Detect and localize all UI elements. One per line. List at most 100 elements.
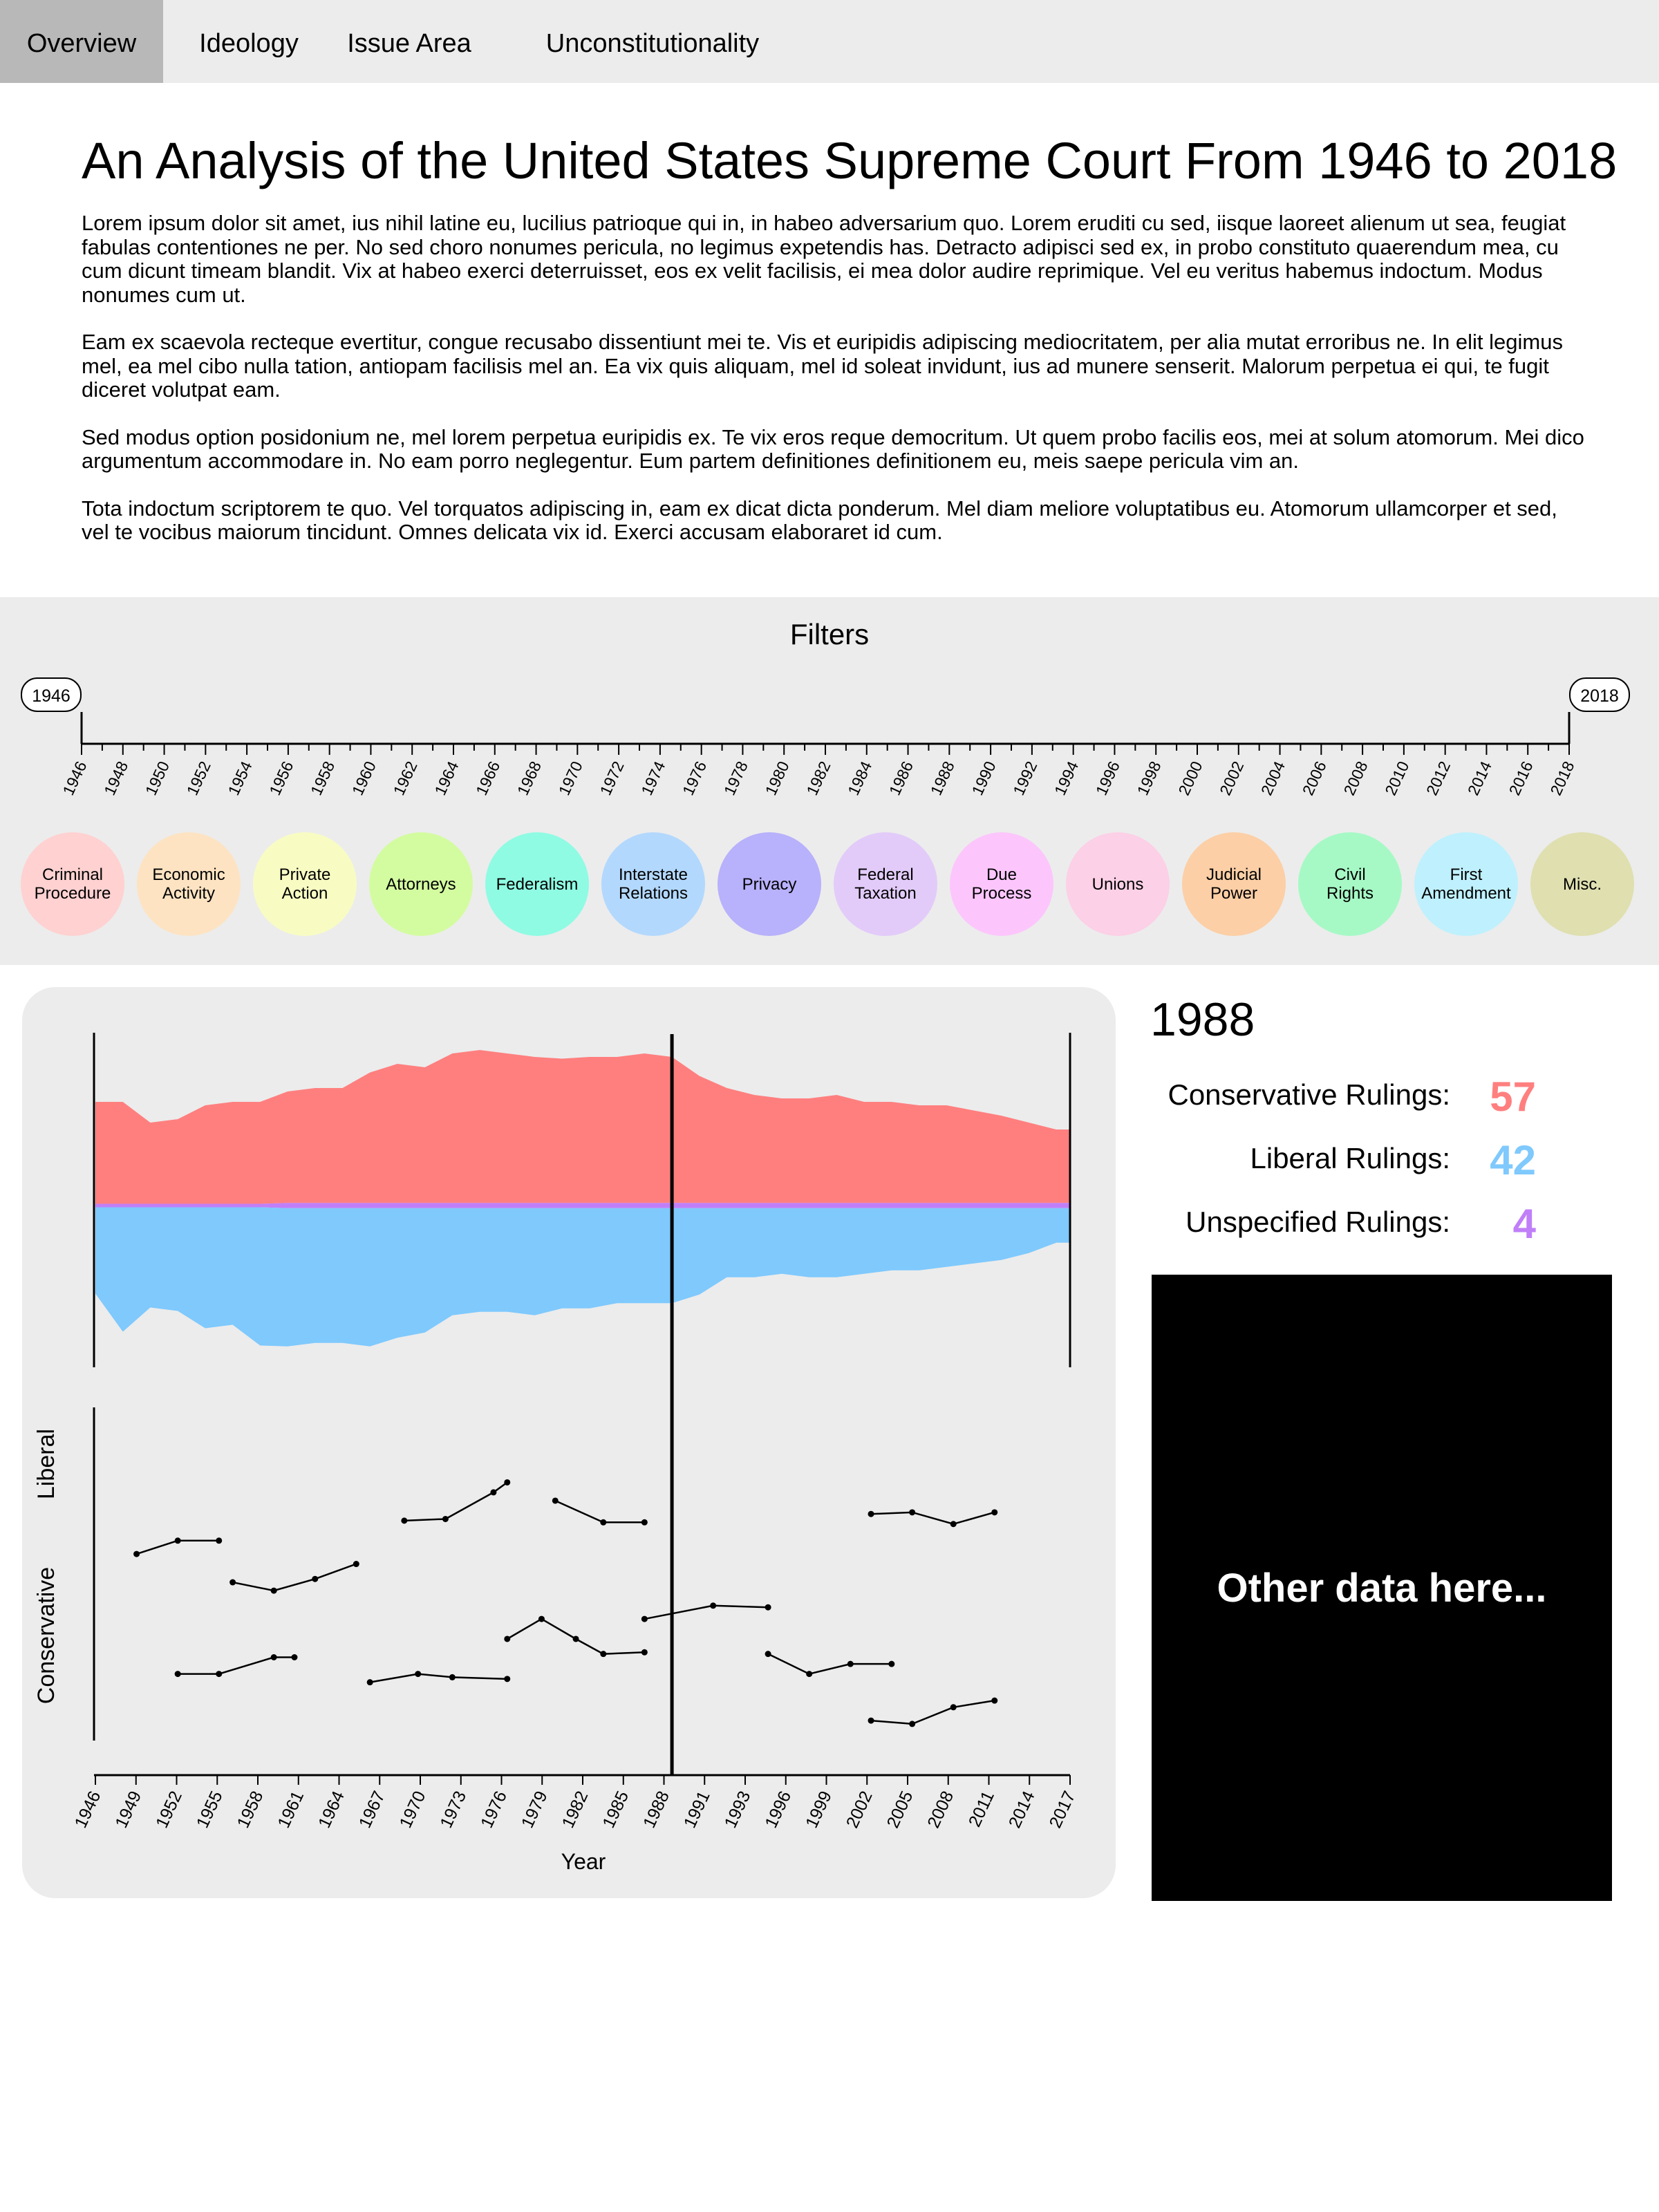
- justice-point: [504, 1635, 511, 1642]
- justice-point: [174, 1537, 181, 1544]
- justice-point: [504, 1676, 511, 1683]
- justice-point: [991, 1697, 998, 1704]
- chart-panel: Liberal Conservative 1946 1949 1952 1955 1958 1…: [22, 987, 1116, 1898]
- issue-filter-privacy[interactable]: Privacy: [718, 832, 821, 936]
- x-tick-label: 1982: [559, 1788, 592, 1831]
- justice-point: [401, 1517, 408, 1524]
- timeline-tick-label: 2014: [1464, 758, 1495, 798]
- justice-point: [415, 1671, 422, 1678]
- x-tick-label: 2014: [1005, 1788, 1039, 1831]
- x-tick-label: 1985: [599, 1788, 632, 1831]
- timeline-tick-label: 1946: [59, 758, 90, 798]
- justice-point: [600, 1651, 607, 1658]
- x-tick-label: 2011: [965, 1788, 998, 1830]
- timeline-tick-label: 1978: [720, 758, 751, 798]
- x-tick-label: 1996: [761, 1788, 795, 1831]
- timeline-tick-label: 1950: [142, 758, 173, 798]
- tab-issue-area[interactable]: Issue Area: [347, 29, 471, 58]
- tab-unconstitutionality[interactable]: Unconstitutionality: [545, 29, 760, 58]
- issue-filter-federalism[interactable]: Federalism: [485, 832, 589, 936]
- issue-filter-attorneys[interactable]: Attorneys: [369, 832, 473, 936]
- issue-filter-judicial-power[interactable]: Judicial Power: [1182, 832, 1286, 936]
- issue-filter-interstate-relations[interactable]: Interstate Relations: [601, 832, 705, 936]
- x-tick-label: 2008: [924, 1788, 957, 1831]
- issue-filter-label: Privacy: [742, 874, 797, 894]
- justice-point: [950, 1521, 957, 1528]
- x-tick-label: 1967: [355, 1788, 389, 1831]
- justice-point: [442, 1515, 449, 1522]
- end-year-handle[interactable]: 2018: [1569, 677, 1630, 712]
- issue-filter-label: Private Action: [279, 865, 331, 903]
- timeline-tick-label: 1976: [679, 758, 710, 798]
- justice-point: [270, 1654, 277, 1660]
- filters-panel: Filters 1946 1948 1950 1952 1954 1956 1958 1960…: [0, 597, 1659, 965]
- liberal-rulings-value: 42: [1490, 1137, 1536, 1183]
- justice-point: [291, 1654, 298, 1660]
- intro-paragraph: Lorem ipsum dolor sit amet, ius nihil la…: [82, 211, 1566, 307]
- timeline-tick-label: 1998: [1134, 758, 1165, 798]
- tab-overview[interactable]: Overview: [0, 0, 163, 83]
- x-tick-label: 1991: [680, 1788, 714, 1831]
- justice-point: [868, 1717, 874, 1724]
- x-tick-label: 1946: [71, 1788, 105, 1831]
- issue-filter-label: Judicial Power: [1206, 865, 1262, 903]
- issue-filter-label: Misc.: [1563, 874, 1602, 894]
- timeline-tick-label: 2002: [1216, 758, 1247, 798]
- year-range-slider[interactable]: 1946 1948 1950 1952 1954 1956 1958 1960 1962 1964…: [0, 597, 1659, 832]
- tab-ideology[interactable]: Ideology: [199, 29, 299, 58]
- x-tick-label: 1949: [111, 1788, 145, 1831]
- x-axis-title: Year: [561, 1849, 606, 1874]
- intro-paragraph: Tota indoctum scriptorem te quo. Vel tor…: [82, 496, 1557, 544]
- x-tick-label: 1988: [639, 1788, 673, 1831]
- justice-point: [490, 1489, 497, 1496]
- x-tick-label: 2005: [883, 1788, 917, 1831]
- x-tick-label: 1958: [234, 1788, 268, 1831]
- justice-line: [870, 1699, 995, 1725]
- conservative-rulings-label: Conservative Rulings:: [1168, 1078, 1450, 1111]
- issue-filter-due-process[interactable]: Due Process: [950, 832, 1053, 936]
- timeline-tick-label: 2016: [1506, 758, 1537, 798]
- timeline-tick-label: 2010: [1381, 758, 1412, 798]
- top-nav: Overview Ideology Issue Area Unconstitut…: [0, 0, 1659, 83]
- x-tick-label: 1999: [802, 1788, 836, 1831]
- justice-line: [369, 1673, 507, 1683]
- issue-filter-private-action[interactable]: Private Action: [253, 832, 357, 936]
- x-tick-label: 2002: [843, 1788, 877, 1831]
- justice-point: [504, 1479, 511, 1485]
- justice-point: [641, 1615, 648, 1622]
- justice-point: [133, 1550, 140, 1557]
- justice-point: [868, 1510, 874, 1517]
- x-tick-label: 1993: [721, 1788, 755, 1831]
- issue-filter-economic-activity[interactable]: Economic Activity: [137, 832, 241, 936]
- issue-filter-misc[interactable]: Misc.: [1530, 832, 1634, 936]
- timeline-tick-label: 2004: [1257, 758, 1288, 798]
- justice-point: [216, 1537, 223, 1544]
- justice-point: [765, 1651, 771, 1658]
- issue-filter-first-amendment[interactable]: First Amendment: [1414, 832, 1518, 936]
- justice-line: [870, 1511, 995, 1525]
- justice-point: [909, 1509, 916, 1516]
- justice-point: [216, 1671, 223, 1678]
- start-year-handle[interactable]: 1946: [21, 677, 82, 712]
- timeline-tick-label: 1956: [265, 758, 297, 798]
- liberal-area: [95, 1207, 1070, 1347]
- x-tick-label: 1955: [193, 1788, 227, 1831]
- timeline-tick-label: 1948: [100, 758, 131, 798]
- justice-point: [600, 1519, 607, 1526]
- justice-point: [270, 1587, 277, 1594]
- issue-filter-label: First Amendment: [1421, 865, 1511, 903]
- issue-filter-label: Due Process: [971, 865, 1032, 903]
- issue-filter-label: Economic Activity: [152, 865, 225, 903]
- issue-filter-criminal-procedure[interactable]: Criminal Procedure: [21, 832, 124, 936]
- timeline-tick-label: 1996: [1092, 758, 1123, 798]
- justice-point: [449, 1674, 456, 1680]
- conservative-area: [95, 1050, 1070, 1204]
- issue-filter-civil-rights[interactable]: Civil Rights: [1298, 832, 1402, 936]
- issue-filter-unions[interactable]: Unions: [1066, 832, 1170, 936]
- issue-filter-label: Federalism: [496, 874, 579, 894]
- issue-filter-label: Criminal Procedure: [34, 865, 111, 903]
- timeline-tick-label: 1960: [348, 758, 379, 798]
- issue-filter-federal-taxation[interactable]: Federal Taxation: [834, 832, 937, 936]
- timeline-tick-label: 1980: [762, 758, 793, 798]
